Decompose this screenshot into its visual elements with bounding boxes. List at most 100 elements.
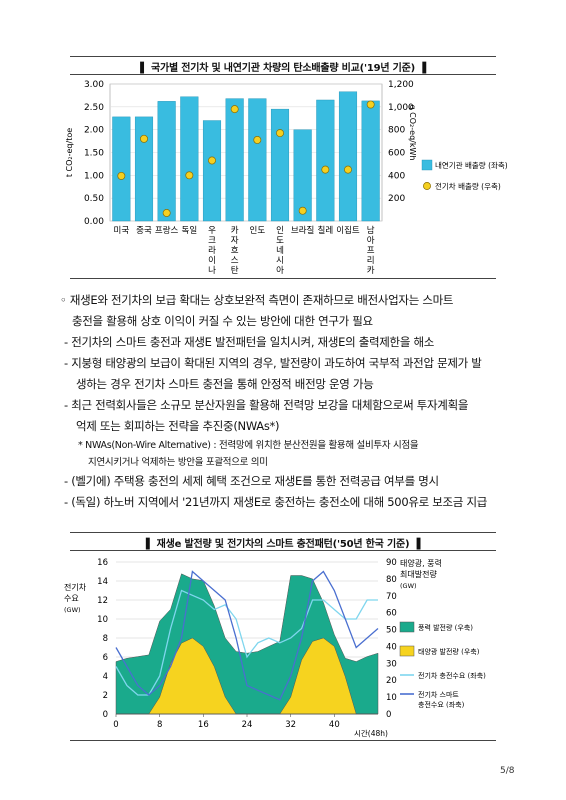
bullet-2b: 생하는 경우 전기차 스마트 충전을 통해 안정적 배전망 운영 가능	[76, 377, 374, 391]
chart1-dot	[162, 209, 171, 217]
chart2-right-tick: 20	[386, 676, 397, 686]
footnote-a: * NWAs(Non-Wire Alternative) : 전력망에 위치한 …	[78, 440, 419, 451]
chart1-bar	[270, 108, 290, 222]
chart1-top-rule	[70, 56, 496, 57]
chart1-dot	[185, 171, 194, 180]
chart2-left-tick: 12	[97, 596, 108, 606]
chart1-right-tick: 1,200	[388, 80, 414, 90]
para-1a: ◦ 재생E와 전기차의 보급 확대는 상호보완적 측면이 존재하므로 배전사업자…	[60, 293, 454, 307]
chart2-left-tick: 0	[103, 710, 108, 720]
chart2-legend-label-smart-2: 충전수요 (좌축)	[418, 700, 465, 709]
chart1-left-tick: 0.00	[84, 217, 104, 227]
chart2-bottom-rule	[70, 740, 496, 741]
chart1-bar	[225, 98, 244, 222]
chart1-dot	[253, 135, 262, 144]
chart2-title: ▌ 재생e 발전량 및 전기차의 스마트 충전패턴('50년 한국 기준) ▐	[145, 539, 421, 550]
chart2-x-axis-label: 시간(48h)	[354, 728, 388, 738]
chart2-line-series	[115, 589, 378, 696]
chart1-dot	[140, 134, 148, 143]
chart2-legend-label-ev: 전기차 충전수요 (좌축)	[418, 671, 486, 680]
chart1-right-axis-label: g CO₂-eq/kWh	[408, 105, 417, 161]
chart2-left-tick: 14	[97, 577, 108, 587]
para-1b: 충전을 활용해 상호 이익이 커질 수 있는 방안에 대한 연구가 필요	[72, 314, 373, 328]
chart1-bar	[134, 116, 154, 222]
chart1-title: ▌ 국가별 전기차 및 내연기관 차량의 탄소배출량 비교('19년 기준) ▐	[140, 63, 426, 74]
chart2-line-series	[115, 570, 379, 701]
chart2-right-tick: 80	[386, 575, 397, 585]
chart2-legend-label-smart: 전기차 스마트	[418, 690, 459, 699]
chart1-left-tick: 3.00	[84, 80, 104, 90]
chart1-bar	[293, 129, 312, 222]
chart1-left-tick: 1.00	[84, 171, 104, 181]
chart2-svg: 02468101214160102030405060708090전기차수요(GW…	[64, 558, 486, 738]
chart2-left-tick: 8	[103, 634, 108, 644]
chart2-right-tick: 0	[386, 710, 391, 720]
chart1-right-tick: 200	[388, 194, 405, 204]
bullet-2a: - 지붕형 태양광의 보급이 확대된 지역의 경우, 발전량이 과도하여 국부적…	[64, 356, 482, 370]
chart2-right-axis-label: (GW)	[400, 582, 417, 590]
chart2-legend-label-solar: 태양광 발전량 (우축)	[418, 647, 480, 656]
chart1-bar	[180, 96, 199, 222]
bullet-1: - 전기차의 스마트 충전과 재생E 발전패턴을 일치시켜, 재생E의 출력제한…	[64, 335, 435, 349]
chart2-left-tick: 2	[103, 691, 108, 701]
chart2-legend-swatch-solar	[399, 645, 415, 657]
chart2-right-tick: 90	[386, 558, 397, 568]
chart1-bar	[316, 99, 335, 222]
chart2-title-rule	[70, 550, 496, 551]
chart1-category-label: 칠레	[318, 226, 334, 236]
chart2-left-tick: 6	[103, 653, 108, 663]
chart1-left-tick: 2.00	[84, 126, 104, 136]
chart1-category-label: 미국	[114, 226, 130, 236]
body-text-block: ◦ 재생E와 전기차의 보급 확대는 상호보완적 측면이 존재하므로 배전사업자…	[60, 290, 520, 513]
chart1-right-tick: 800	[388, 126, 405, 136]
chart2-right-axis-label: 최대발전량	[400, 569, 437, 579]
chart1-right-tick: 1,000	[388, 103, 414, 113]
chart1-dot	[298, 206, 307, 215]
chart2-left-axis-label: 수요	[64, 594, 79, 603]
chart1-dot	[344, 165, 352, 174]
chart1-dot	[117, 171, 126, 180]
footnote-b: 지연시키거나 억제하는 방안을 포괄적으로 의미	[88, 457, 268, 468]
chart2-left-tick: 10	[97, 615, 108, 625]
chart1-bar	[361, 100, 380, 222]
chart1-right-tick: 600	[388, 149, 405, 159]
chart2-top-rule	[70, 532, 496, 533]
bullet-3b: 억제 또는 회피하는 전략을 추진중(NWAs*)	[76, 419, 280, 433]
chart1-dot	[230, 105, 239, 114]
chart1-bar	[112, 116, 131, 222]
chart1-dot	[366, 100, 375, 109]
chart2-legend-label-wind: 풍력 발전량 (우축)	[418, 623, 473, 632]
chart2-right-tick: 10	[386, 693, 397, 703]
chart2-right-axis-label: 태양광, 풍력	[400, 558, 442, 568]
chart1-title-rule	[70, 74, 496, 75]
chart1-category-label: 이집트	[336, 225, 360, 236]
chart2-right-tick: 50	[386, 626, 397, 636]
chart2-right-tick: 40	[386, 642, 397, 652]
chart1-legend-swatch-bar	[421, 159, 433, 171]
chart2-right-tick: 70	[386, 592, 397, 602]
chart2-x-tick: 24	[242, 720, 253, 730]
chart2-legend-swatch-wind	[399, 621, 415, 633]
chart2-x-tick: 40	[329, 720, 340, 730]
chart1-legend-label-dot: 전기차 배출량 (우축)	[435, 181, 501, 191]
chart1-category-label: 독일	[182, 226, 198, 236]
bullet-5: - (독일) 하노버 지역에서 '21년까지 재생E로 충전하는 충전소에 대해…	[64, 495, 488, 509]
chart1-dot	[321, 165, 330, 174]
chart1-left-tick: 2.50	[84, 103, 104, 113]
chart1-category-label: 인도	[250, 225, 266, 236]
chart1-category-label: 프랑스	[155, 225, 179, 236]
chart2-x-tick: 8	[157, 720, 162, 730]
chart1-legend-label-bar: 내연기관 배출량 (좌축)	[435, 160, 508, 170]
chart2-right-tick: 30	[386, 659, 397, 669]
chart2-left-axis-label: (GW)	[64, 606, 81, 614]
chart2-left-axis-label: 전기차	[64, 582, 87, 592]
chart1-bar	[157, 101, 176, 222]
chart1-left-tick: 0.50	[84, 194, 104, 204]
chart1-left-axis-label: t CO₂-eq/toe	[65, 128, 74, 177]
chart1-legend-swatch-dot	[423, 182, 431, 190]
chart1-dot	[276, 129, 284, 138]
bullet-4: - (벨기에) 주택용 충전의 세제 혜택 조건으로 재생E를 통한 전력공급 …	[64, 474, 439, 488]
